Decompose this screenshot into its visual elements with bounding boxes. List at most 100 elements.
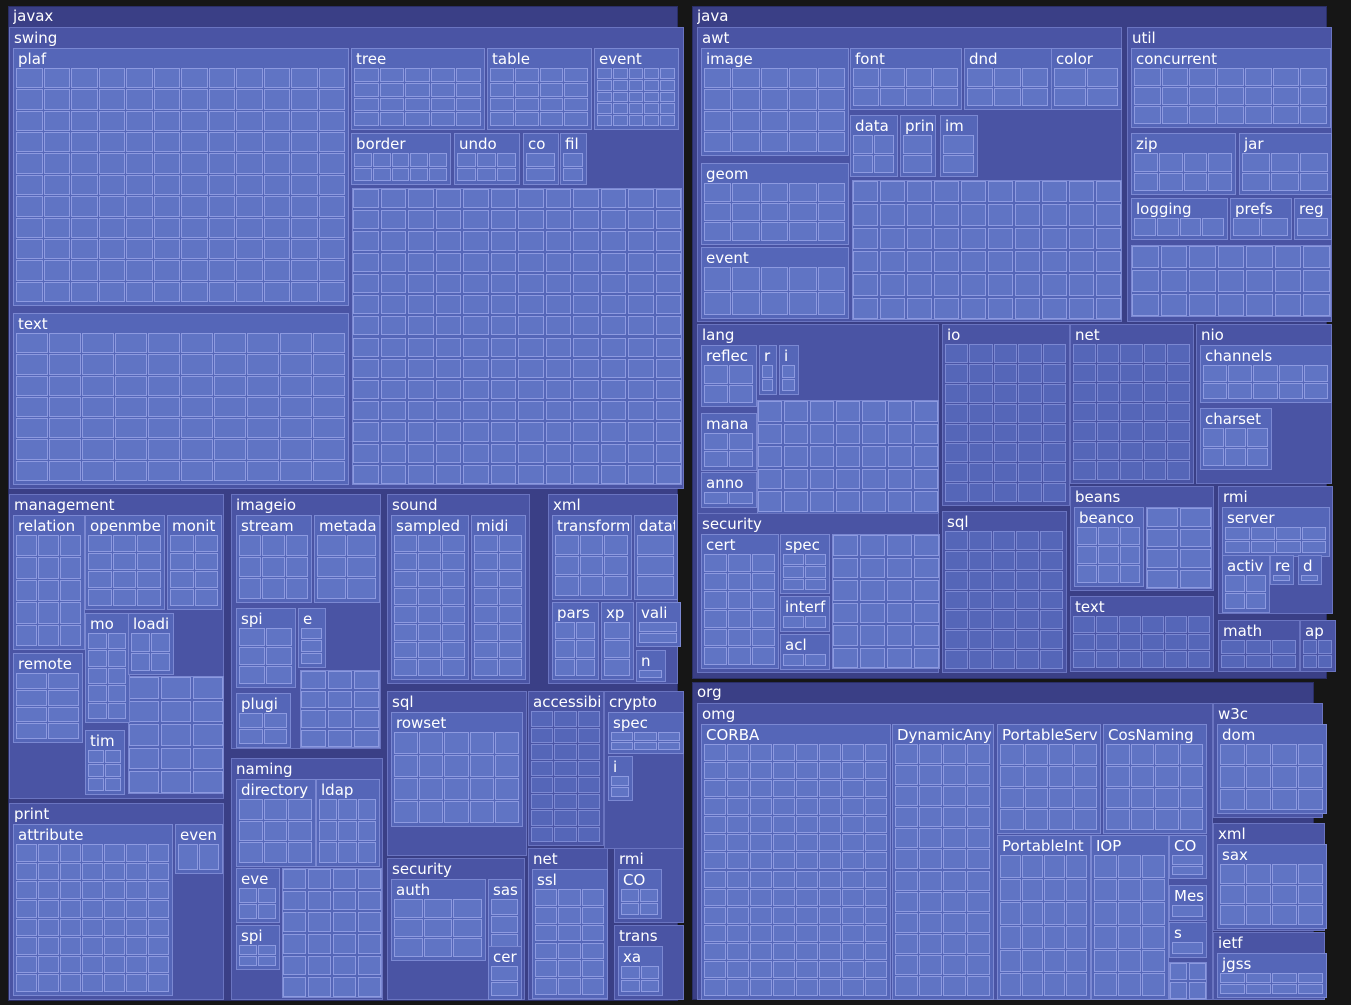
class-cell [1094, 949, 1117, 973]
package-label: xa [623, 948, 642, 966]
package-label: spi [241, 927, 263, 945]
class-cell [105, 778, 121, 791]
class-cell [1021, 87, 1048, 106]
package-label: naming [236, 760, 293, 778]
class-cell [239, 956, 257, 966]
class-cell [236, 68, 263, 89]
class-cell [1242, 153, 1270, 172]
class-cell [129, 724, 159, 746]
class-cell [419, 801, 444, 823]
class-cell [704, 450, 728, 467]
class-cell [573, 337, 599, 357]
class-cell [1143, 344, 1167, 363]
class-cell [1217, 106, 1244, 124]
class-cell [836, 423, 860, 444]
class-cell [126, 899, 147, 918]
class-cell [1167, 383, 1190, 402]
package-label: dom [1222, 726, 1256, 744]
class-cell [16, 723, 47, 739]
class-cell [750, 978, 772, 996]
class-cell [704, 554, 727, 572]
class-cell [131, 633, 150, 652]
class-cell [285, 556, 308, 578]
class-cell [491, 966, 518, 981]
class-cell [214, 418, 246, 439]
class-cell [564, 97, 588, 112]
class-cell [38, 557, 59, 579]
class-cell [1015, 204, 1040, 226]
class-cell [442, 641, 465, 659]
class-cell [181, 460, 213, 481]
class-cell [704, 647, 727, 665]
class-cell [919, 828, 942, 849]
class-cell [842, 942, 864, 960]
class-cell [193, 677, 223, 699]
class-cell [817, 183, 845, 202]
class-cell [1073, 402, 1096, 422]
class-cell [545, 189, 571, 209]
class-cell [773, 852, 795, 870]
class-cell [514, 82, 539, 97]
package-label: security [392, 860, 452, 878]
class-cell [88, 650, 107, 667]
class-cell [895, 870, 918, 891]
class-cell [1228, 365, 1253, 382]
class-cell [291, 89, 318, 110]
package-label: CosNaming [1108, 726, 1194, 744]
class-cell [1297, 218, 1328, 236]
class-cell [463, 210, 489, 230]
class-cell [16, 439, 48, 460]
class-cell [1022, 855, 1043, 878]
class-cell [263, 713, 287, 728]
class-cell [263, 842, 288, 863]
class-cell [573, 295, 599, 315]
class-cell [865, 852, 887, 870]
class-cell [644, 91, 660, 103]
class-cell [153, 238, 180, 260]
class-cell [1217, 87, 1244, 105]
class-cell [789, 222, 817, 241]
class-cell [491, 981, 518, 996]
package-label: server [1227, 509, 1275, 527]
class-cell [317, 556, 346, 578]
package-label: n [641, 652, 651, 670]
class-cell [1298, 744, 1323, 766]
class-cell [865, 942, 887, 960]
class-cell [535, 889, 558, 906]
class-cell [16, 396, 48, 418]
class-cell [418, 606, 441, 623]
class-cell [1246, 246, 1273, 268]
package-label: awt [702, 29, 730, 47]
class-cell [181, 281, 208, 302]
class-cell [380, 316, 406, 336]
class-cell [236, 260, 263, 281]
class-cell [38, 881, 59, 899]
class-cell [98, 281, 125, 302]
class-cell [810, 423, 834, 444]
class-cell [263, 174, 290, 196]
class-cell [88, 778, 104, 791]
class-cell [263, 132, 290, 153]
class-cell [1220, 984, 1245, 994]
class-cell [308, 955, 331, 976]
class-cell [728, 554, 751, 572]
class-cell [773, 798, 795, 816]
class-cell [934, 204, 959, 226]
class-cell [1077, 546, 1098, 564]
class-cell [545, 252, 571, 272]
class-cell [750, 798, 772, 816]
class-cell [988, 204, 1013, 226]
class-cell [704, 433, 728, 450]
class-cell [628, 103, 644, 115]
class-cell [263, 820, 288, 842]
class-cell [919, 954, 942, 975]
class-cell [628, 115, 644, 126]
class-cell [16, 132, 43, 153]
class-cell [1130, 809, 1154, 830]
class-cell [600, 189, 626, 209]
class-area [282, 868, 382, 998]
class-cell [16, 689, 47, 706]
class-cell [932, 68, 958, 87]
class-cell [498, 588, 522, 605]
class-cell [16, 706, 47, 723]
